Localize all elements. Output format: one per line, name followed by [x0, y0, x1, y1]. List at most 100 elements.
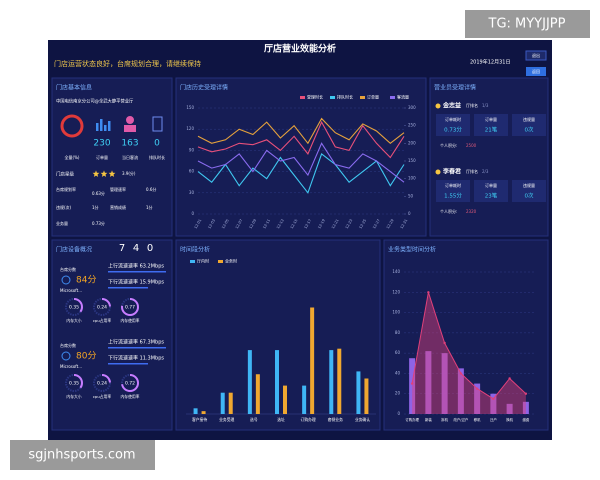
y2-tick-label: 250	[408, 123, 416, 128]
bar	[337, 348, 342, 414]
point	[524, 392, 528, 395]
icon	[104, 125, 107, 131]
legend-swatch	[330, 96, 335, 99]
x-tick-label: 业务确认	[355, 417, 370, 422]
y-tick-label: 20	[395, 391, 401, 396]
stat-value: 0	[154, 139, 160, 149]
metric-value: 0.73分	[444, 126, 462, 134]
gauge-track	[93, 374, 111, 392]
device-icon	[61, 351, 71, 361]
panel-title: 营业员受理详情	[434, 84, 476, 92]
device-count: 0	[147, 243, 153, 254]
gauge-arc	[93, 298, 111, 316]
panel-title: 业务类型时间分析	[388, 246, 436, 254]
points-label: 个人积分:	[440, 142, 457, 148]
exit-button[interactable]	[525, 50, 547, 61]
rating-value: 0.73分	[92, 220, 105, 226]
point	[459, 372, 463, 375]
panel	[51, 77, 173, 237]
metric-value: 23笔	[485, 192, 498, 200]
y2-tick-label: 200	[408, 140, 416, 145]
score-icon	[60, 114, 84, 138]
speed-bar	[108, 363, 148, 365]
device-count: 7	[119, 243, 125, 254]
metric-box	[474, 114, 508, 136]
metric-label: 违规量	[523, 182, 535, 188]
series-line	[197, 120, 405, 159]
x-tick-label: 12-09	[249, 218, 258, 230]
x-tick-label: 12-17	[304, 218, 313, 229]
bar	[474, 383, 481, 414]
back-button[interactable]	[526, 67, 546, 76]
series-line	[197, 142, 405, 183]
rating-value: 0.6分	[146, 186, 156, 192]
x-tick-label: 12-19	[317, 218, 326, 230]
y2-tick-label: 100	[408, 176, 416, 181]
points-value: 2500	[466, 143, 477, 148]
down-speed: 下行流速速率 11.3Mbps	[108, 355, 164, 362]
gauge-label: 内存使用率	[121, 394, 140, 399]
metric-value: 0次	[525, 192, 534, 200]
y-tick-label: 150	[186, 105, 194, 110]
staff-name: 金志益	[442, 102, 461, 110]
star-icon	[108, 170, 116, 177]
rating-value: 3.9(分)	[122, 170, 136, 176]
x-tick-label: 12-29	[386, 218, 395, 230]
point	[443, 341, 446, 345]
avatar-icon	[435, 103, 441, 109]
metric-box	[436, 114, 470, 136]
y-tick-label: 0	[191, 211, 194, 216]
staff-name: 李春君	[442, 168, 461, 176]
gauge-label: cpu占用率	[93, 318, 111, 323]
bar	[247, 350, 252, 414]
gauge-label: 内存大小	[66, 318, 81, 323]
rating-label: 业务量	[56, 220, 68, 226]
x-tick-label: 选址	[277, 417, 285, 422]
x-tick-label: 换机	[506, 417, 513, 422]
panel-title: 门店历史受理详情	[180, 84, 228, 92]
legend-swatch	[218, 260, 223, 263]
icon	[96, 123, 99, 131]
device-score: 80分	[76, 351, 96, 362]
x-tick-label: 套餐业务	[328, 417, 343, 422]
star-icon	[92, 170, 100, 177]
legend-swatch	[190, 260, 195, 263]
gauge-arc	[121, 374, 139, 392]
gauge-track	[93, 298, 111, 316]
score-label: 台席分数	[60, 342, 76, 348]
rating-value: 1分	[146, 204, 153, 210]
points-value: 2320	[466, 209, 477, 214]
x-tick-label: 12-13	[276, 218, 285, 229]
point	[508, 377, 511, 380]
icon	[126, 116, 134, 124]
bar	[506, 403, 513, 414]
bar	[409, 358, 416, 414]
x-tick-label: 选号	[250, 417, 258, 422]
y-tick-label: 60	[189, 169, 195, 174]
speed-bar	[108, 287, 148, 289]
device-name: Microsoft...	[60, 364, 82, 369]
status-text: 门店运营状态良好，台席规划合理，请继续保持	[54, 59, 201, 68]
x-tick-label: 拆机	[441, 417, 448, 422]
legend-swatch	[300, 96, 305, 99]
point	[427, 291, 430, 294]
y-tick-label: 90	[189, 147, 195, 152]
rating-value: 0.63分	[92, 190, 105, 196]
area-line	[411, 292, 527, 400]
y-tick-label: 140	[392, 269, 400, 274]
point	[410, 382, 414, 385]
gauge-value: 0.72	[125, 381, 135, 387]
up-speed: 上行流速速率 67.3Mbps	[108, 339, 164, 346]
metric-value: 0次	[525, 126, 534, 134]
bar	[457, 368, 464, 414]
gauge-value: 0.35	[69, 305, 79, 311]
x-tick-label: 12-31	[400, 218, 409, 229]
bar	[193, 408, 198, 414]
legend-label: 订单量	[367, 94, 379, 100]
gauge-label: cpu占用率	[93, 394, 111, 399]
gauge-arc	[65, 298, 83, 316]
gauge-value: 0.77	[125, 305, 135, 311]
bar	[522, 401, 529, 414]
x-tick-label: 订购办理	[405, 417, 419, 422]
